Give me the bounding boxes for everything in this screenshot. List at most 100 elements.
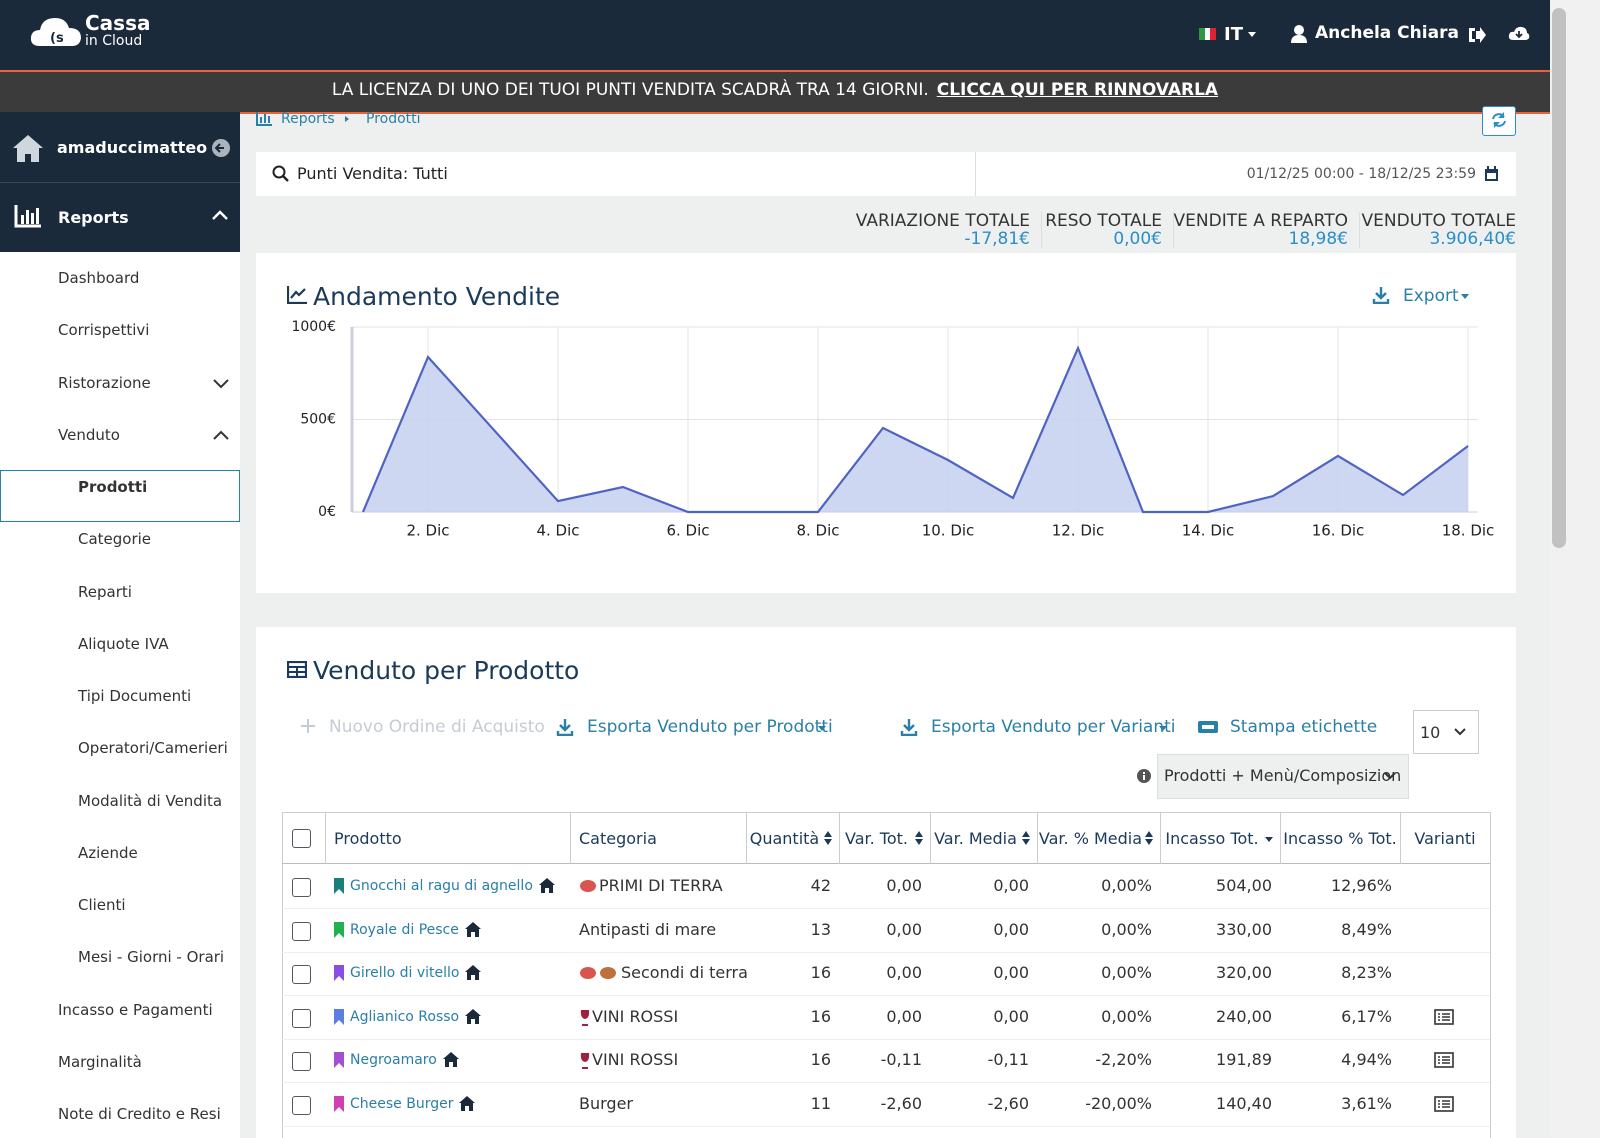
sidebar-item[interactable]: Prodotti bbox=[78, 478, 148, 496]
sidebar-item[interactable]: Clienti bbox=[78, 896, 126, 914]
product-bookmark bbox=[334, 921, 344, 938]
breadcrumb-item[interactable]: Reports bbox=[281, 111, 335, 127]
sidebar-item[interactable]: Operatori/Camerieri bbox=[78, 739, 228, 758]
scrollbar-thumb[interactable] bbox=[1552, 8, 1566, 548]
sidebar-item[interactable]: Reparti bbox=[78, 582, 132, 601]
table-frame bbox=[282, 812, 1491, 1138]
category: Burger bbox=[579, 1094, 633, 1113]
sidebar-item[interactable]: Note di Credito e Resi bbox=[58, 1105, 221, 1123]
product-name[interactable]: Aglianico Rosso bbox=[350, 1008, 460, 1025]
refresh-icon[interactable] bbox=[1489, 111, 1509, 129]
cell: 240,00 bbox=[1216, 1006, 1272, 1026]
account-back[interactable] bbox=[211, 138, 231, 158]
action-download bbox=[900, 719, 918, 736]
banner bbox=[0, 70, 1550, 114]
column-header[interactable]: Quantità bbox=[749, 829, 820, 848]
search-filter[interactable]: Punti Vendita: Tutti bbox=[297, 164, 448, 183]
product-name[interactable]: Gnocchi al ragu di agnello bbox=[350, 878, 533, 894]
row-checkbox[interactable] bbox=[292, 1052, 311, 1072]
row-checkbox[interactable] bbox=[292, 1008, 311, 1028]
view-select[interactable] bbox=[1157, 754, 1409, 799]
cell: -20,00% bbox=[1085, 1094, 1152, 1113]
variants-icon[interactable] bbox=[1434, 1096, 1454, 1112]
sidebar bbox=[0, 112, 240, 1138]
sort-icon[interactable] bbox=[1264, 834, 1274, 844]
export-caret bbox=[1461, 294, 1469, 299]
cell: 0,00 bbox=[886, 963, 922, 983]
column-header[interactable]: Var. % Media bbox=[1038, 829, 1143, 848]
category-icon bbox=[580, 1053, 590, 1070]
section-name[interactable]: Reports bbox=[58, 208, 129, 227]
cell: 0,00% bbox=[1101, 919, 1152, 939]
cell: 4,94% bbox=[1341, 1050, 1392, 1070]
product-name[interactable]: Girello di vitello bbox=[350, 965, 460, 982]
export-button[interactable]: Export bbox=[1403, 286, 1459, 306]
product-bookmark bbox=[334, 965, 344, 982]
product-name[interactable]: Cheese Burger bbox=[350, 1096, 454, 1112]
product-bookmark bbox=[334, 1008, 344, 1025]
cell: 42 bbox=[810, 876, 831, 895]
sidebar-item[interactable]: Incasso e Pagamenti bbox=[58, 1000, 213, 1019]
product-name[interactable]: Negroamaro bbox=[350, 1052, 437, 1069]
date-range[interactable]: 01/12/25 00:00 - 18/12/25 23:59 bbox=[1246, 166, 1476, 182]
column-header[interactable]: Var. Media bbox=[934, 829, 1017, 848]
cell: -0,11 bbox=[987, 1050, 1029, 1070]
sidebar-item[interactable]: Modalità di Vendita bbox=[78, 791, 223, 810]
row-checkbox[interactable] bbox=[292, 878, 311, 897]
category-icon bbox=[580, 967, 616, 980]
sort-icon[interactable] bbox=[914, 830, 924, 846]
variants-icon[interactable] bbox=[1434, 1052, 1454, 1069]
row-checkbox[interactable] bbox=[292, 829, 311, 848]
row-checkbox[interactable] bbox=[292, 921, 311, 941]
sidebar-item[interactable]: Tipi Documenti bbox=[78, 687, 192, 705]
sidebar-item[interactable]: Mesi - Giorni - Orari bbox=[78, 948, 225, 967]
column-divider bbox=[746, 812, 747, 864]
cell: 0,00% bbox=[1101, 876, 1152, 895]
language[interactable]: IT bbox=[1224, 24, 1243, 45]
column-divider bbox=[839, 812, 840, 864]
product-name[interactable]: Royale di Pesce bbox=[350, 921, 459, 938]
sidebar-item[interactable]: Ristorazione bbox=[58, 373, 151, 392]
sidebar-item[interactable]: Dashboard bbox=[58, 269, 140, 287]
table-action[interactable]: Stampa etichette bbox=[1230, 717, 1378, 737]
info-icon bbox=[1137, 769, 1151, 783]
x-tick-label: 18. Dic bbox=[1442, 522, 1495, 540]
sort-icon[interactable] bbox=[823, 830, 833, 846]
brand-sub: in Cloud bbox=[85, 33, 143, 49]
banner-link[interactable]: CLICCA QUI PER RINNOVARLA bbox=[936, 80, 1219, 100]
row-rule bbox=[282, 1082, 1490, 1084]
table-action[interactable]: Esporta Venduto per Prodotti bbox=[587, 717, 833, 737]
total-value: 0,00€ bbox=[1113, 229, 1162, 249]
calendar-icon bbox=[1485, 166, 1498, 181]
home-badge bbox=[442, 1052, 459, 1068]
column-header[interactable]: Incasso Tot. bbox=[1165, 829, 1259, 848]
column-divider bbox=[1400, 812, 1401, 864]
breadcrumb-item[interactable]: Prodotti bbox=[366, 111, 421, 127]
cloud-icon[interactable] bbox=[1508, 25, 1530, 43]
refresh-button[interactable] bbox=[1482, 106, 1516, 136]
column-header: Varianti bbox=[1414, 829, 1476, 848]
row-checkbox[interactable] bbox=[292, 1096, 311, 1115]
chart: 0€ 500€ 1000€ 2. Dic 4. Dic 6. Dic 8. Dic 10. D… bbox=[291, 319, 1495, 540]
y-tick-label: 1000€ bbox=[291, 319, 336, 335]
sidebar-item[interactable]: Aziende bbox=[78, 843, 138, 862]
logout-icon[interactable] bbox=[1467, 26, 1487, 44]
chart-title-icon bbox=[287, 286, 307, 304]
cell: 13 bbox=[810, 919, 831, 939]
user-name[interactable]: Anchela Chiara bbox=[1315, 23, 1459, 43]
export-icon bbox=[1372, 287, 1390, 304]
chart-title: Andamento Vendite bbox=[313, 282, 561, 311]
column-header[interactable]: Var. Tot. bbox=[845, 829, 908, 848]
page-size-select[interactable] bbox=[1413, 710, 1479, 754]
sort-icon[interactable] bbox=[1144, 830, 1154, 846]
sidebar-item[interactable]: Marginalità bbox=[58, 1052, 142, 1071]
sidebar-section-row[interactable] bbox=[0, 183, 240, 252]
sidebar-item[interactable]: Aliquote IVA bbox=[78, 634, 169, 653]
sidebar-item[interactable]: Corrispettivi bbox=[58, 321, 150, 340]
sort-icon[interactable] bbox=[1021, 830, 1031, 846]
table-action[interactable]: Esporta Venduto per Varianti bbox=[931, 717, 1176, 737]
row-checkbox[interactable] bbox=[292, 965, 311, 985]
sidebar-item[interactable]: Venduto bbox=[58, 425, 120, 444]
sidebar-item[interactable]: Categorie bbox=[78, 530, 152, 549]
variants-icon[interactable] bbox=[1434, 1008, 1454, 1025]
